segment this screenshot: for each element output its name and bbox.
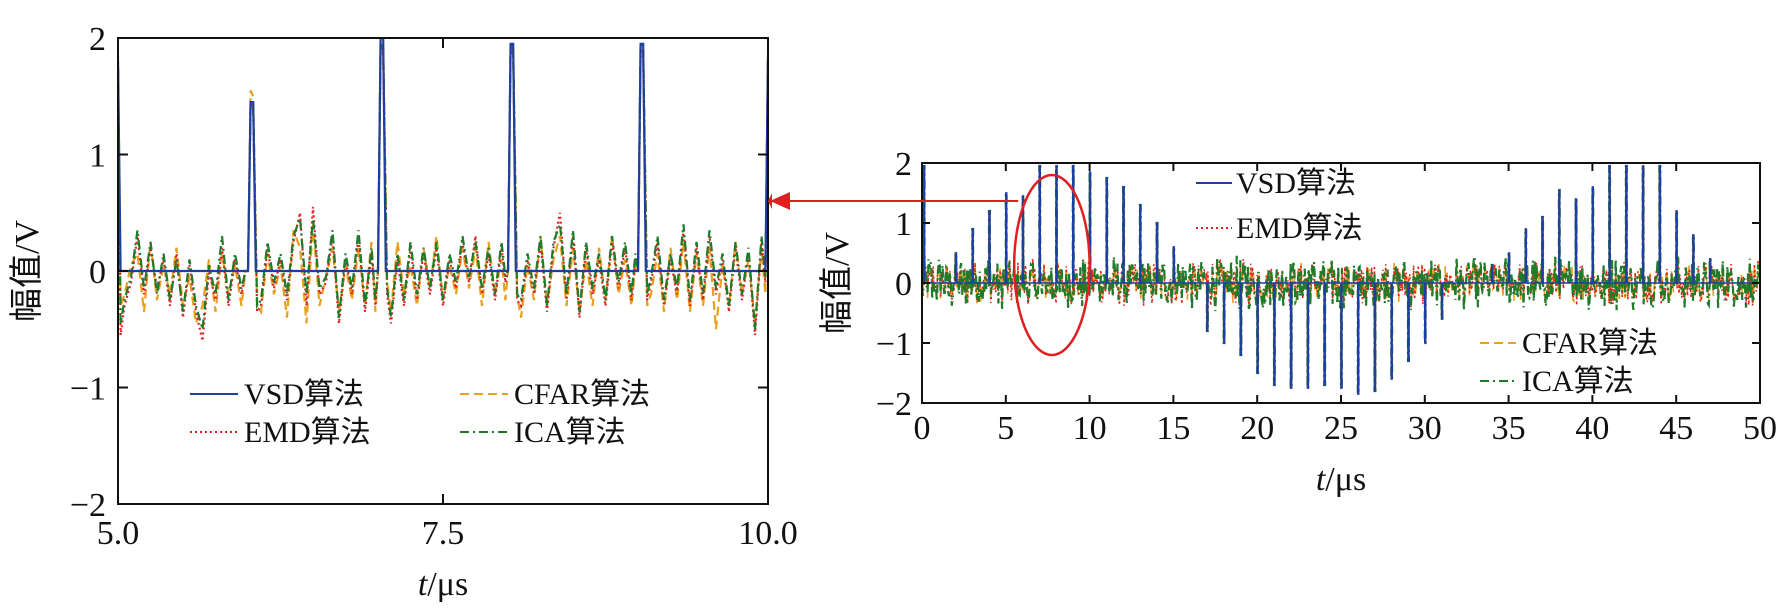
right-y-tick-label: −1	[876, 326, 912, 363]
right-x-tick-label: 5	[997, 410, 1014, 447]
right-y-tick-label: 1	[895, 206, 912, 243]
left-series-layer	[118, 38, 768, 342]
right-x-tick-label: 40	[1575, 410, 1609, 447]
right-x-tick-label: 35	[1492, 410, 1526, 447]
left-ticks: 5.0 7.5 10.0 −2 −1 0 1 2	[70, 21, 798, 552]
left-x-tick-label: 10.0	[738, 515, 798, 552]
left-zoom-chart: 5.0 7.5 10.0 −2 −1 0 1 2 幅值/V t/μs VSD算法 CFAR算法…	[8, 21, 798, 603]
right-legend-top: VSD算法 EMD算法	[1196, 167, 1363, 245]
left-y-tick-label: −1	[70, 371, 106, 408]
left-x-tick-label: 7.5	[422, 515, 465, 552]
right-y-tick-label: 0	[895, 266, 912, 303]
zoom-arrow-head	[770, 192, 790, 210]
right-x-tick-label: 15	[1156, 410, 1190, 447]
right-x-axis-unit: /μs	[1325, 461, 1366, 498]
right-legend-label-vsd: VSD算法	[1236, 167, 1356, 200]
zoom-ellipse	[1012, 173, 1091, 357]
right-x-tick-label: 10	[1073, 410, 1107, 447]
left-x-axis-symbol: t	[418, 566, 429, 603]
right-series-vsd	[922, 165, 1760, 395]
right-series-layer	[922, 164, 1760, 396]
left-series-ica	[118, 43, 768, 330]
left-x-tick-label: 5.0	[97, 515, 140, 552]
right-x-tick-label: 30	[1408, 410, 1442, 447]
right-y-axis-title: 幅值/V	[818, 232, 856, 334]
left-y-axis-title: 幅值/V	[8, 220, 46, 322]
right-x-tick-label: 50	[1743, 410, 1776, 447]
right-legend-label-emd: EMD算法	[1236, 212, 1363, 245]
right-legend-label-ica: ICA算法	[1522, 365, 1634, 398]
right-legend-bottom: CFAR算法 ICA算法	[1480, 327, 1658, 398]
left-y-tick-label: 1	[89, 138, 106, 175]
left-legend-label-emd: EMD算法	[244, 416, 371, 449]
left-legend-label-ica: ICA算法	[514, 416, 626, 449]
right-legend-label-cfar: CFAR算法	[1522, 327, 1658, 360]
left-y-tick-label: 0	[89, 254, 106, 291]
left-x-axis-title: t/μs	[418, 566, 468, 603]
left-series-vsd	[118, 38, 768, 273]
left-legend: VSD算法 CFAR算法 EMD算法 ICA算法	[190, 378, 650, 449]
right-x-tick-label: 45	[1659, 410, 1693, 447]
left-legend-label-cfar: CFAR算法	[514, 378, 650, 411]
right-y-tick-label: −2	[876, 386, 912, 423]
left-x-axis-unit: /μs	[427, 566, 468, 603]
right-x-tick-label: 0	[914, 410, 931, 447]
right-series-ica	[922, 164, 1760, 396]
left-legend-label-vsd: VSD算法	[244, 378, 364, 411]
right-x-axis-symbol: t	[1316, 461, 1327, 498]
right-x-tick-label: 25	[1324, 410, 1358, 447]
left-y-tick-label: 2	[89, 21, 106, 58]
right-full-chart: 0 5 10 15 20 25 30 35 40 45 50 −2 −1 0 1 2 幅值/V t/μs VS…	[818, 146, 1776, 498]
right-y-tick-label: 2	[895, 146, 912, 183]
zoom-annotation	[768, 173, 1091, 357]
right-x-axis-title: t/μs	[1316, 461, 1366, 498]
right-x-tick-label: 20	[1240, 410, 1274, 447]
left-y-tick-label: −2	[70, 487, 106, 524]
right-ticks: 0 5 10 15 20 25 30 35 40 45 50 −2 −1 0 1 2	[876, 146, 1776, 447]
